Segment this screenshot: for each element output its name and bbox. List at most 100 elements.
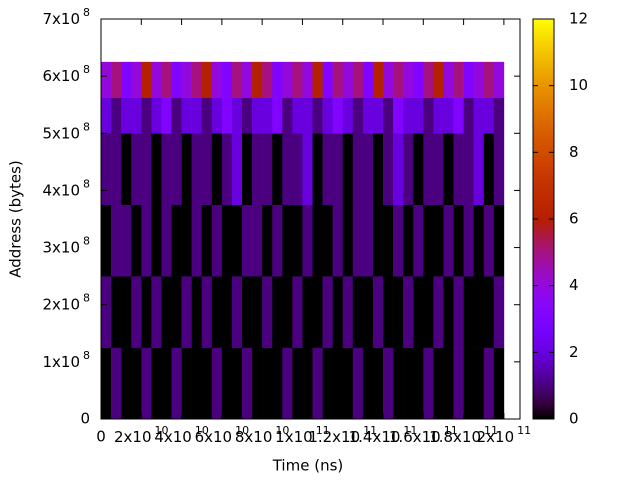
heat-cell [111, 204, 122, 277]
heatmap [101, 61, 505, 420]
heat-cell [111, 61, 122, 98]
heat-cell [231, 204, 243, 277]
heat-cell [121, 347, 132, 420]
tick-exponent: 8 [83, 235, 90, 248]
tick-mantissa: 1x10 [275, 428, 313, 446]
heat-cell [342, 204, 354, 277]
heat-cell [302, 276, 313, 348]
heat-cell [262, 61, 273, 98]
heat-cell [211, 97, 223, 134]
heat-cell [352, 61, 364, 98]
heat-cell [483, 347, 495, 420]
heat-cell [161, 97, 172, 134]
heat-cell [201, 204, 213, 277]
heat-cell [171, 204, 182, 277]
heat-cell [302, 204, 313, 277]
heat-cell [242, 97, 253, 134]
heat-cell [493, 61, 505, 98]
heat-cell [211, 61, 223, 98]
heat-cell [262, 133, 273, 206]
heat-cell [483, 61, 495, 98]
heat-cell [121, 97, 132, 134]
tick-exponent: 11 [484, 424, 498, 437]
heat-cell [413, 276, 424, 348]
heat-cell [302, 133, 313, 206]
heat-cell [352, 97, 364, 134]
x-tick-label: 8x10 10 [235, 424, 290, 446]
heat-cell [221, 133, 233, 206]
tick-mantissa: 2x10 [477, 428, 515, 446]
heat-cell [372, 133, 384, 206]
heat-cell [443, 204, 454, 277]
tick-mantissa: 1.6x10 [389, 428, 441, 446]
heat-cell [393, 204, 404, 277]
heat-cell [282, 97, 293, 134]
colorbar-tick-label: 2 [569, 343, 579, 361]
heat-cell [403, 97, 414, 134]
y-tick-label: 6x10 8 [42, 63, 90, 85]
heat-cell [342, 61, 354, 98]
tick-exponent: 8 [83, 177, 90, 190]
tick-exponent: 10 [195, 424, 209, 437]
heat-cell [171, 347, 182, 420]
heat-cell [393, 347, 404, 420]
colorbar-tick-label: 12 [569, 10, 588, 28]
x-tick-label: 6x10 10 [195, 424, 250, 446]
heat-cell [171, 133, 182, 206]
heat-cell [191, 61, 203, 98]
heat-cell [453, 61, 464, 98]
tick-mantissa: 8x10 [235, 428, 273, 446]
heat-cell [443, 276, 454, 348]
heat-cell [231, 61, 243, 98]
heat-cell [121, 204, 132, 277]
heat-cell [312, 97, 323, 134]
heat-cell [473, 204, 485, 277]
heat-cell [403, 276, 414, 348]
heat-cell [362, 97, 374, 134]
heat-cell [221, 204, 233, 277]
heat-cell [332, 133, 344, 206]
heat-cell [252, 204, 263, 277]
heat-cell [453, 347, 464, 420]
heat-cell [121, 276, 132, 348]
heat-cell [302, 97, 313, 134]
heat-cell [201, 97, 213, 134]
heat-cell [453, 133, 464, 206]
heat-cell [443, 61, 454, 98]
heat-cell [111, 97, 122, 134]
tick-mantissa: 3x10 [42, 238, 80, 256]
heat-cell [272, 61, 283, 98]
heat-cell [191, 204, 203, 277]
heat-cell [413, 97, 424, 134]
heat-cell [423, 347, 434, 420]
heat-cell [282, 276, 293, 348]
heat-cell [171, 61, 182, 98]
heat-cell [131, 204, 142, 277]
y-tick-label: 5x10 8 [42, 120, 90, 142]
heat-cell [101, 276, 112, 348]
heat-cell [322, 97, 333, 134]
heat-cell [362, 61, 374, 98]
heat-cell [131, 61, 142, 98]
tick-exponent: 10 [275, 424, 289, 437]
heat-cell [423, 276, 434, 348]
heat-cell [312, 204, 323, 277]
heat-cell [393, 276, 404, 348]
x-tick-label: 2x10 11 [477, 424, 532, 446]
heat-cell [161, 204, 172, 277]
tick-mantissa: 5x10 [42, 124, 80, 142]
x-tick-label: 1x10 11 [275, 424, 330, 446]
heat-cell [342, 276, 354, 348]
heat-cell [272, 276, 283, 348]
tick-exponent: 8 [83, 120, 90, 133]
heat-cell [141, 347, 152, 420]
colorbar-tick-label: 10 [569, 76, 588, 94]
heat-cell [252, 61, 263, 98]
heat-cell [312, 276, 323, 348]
heat-cell [332, 347, 344, 420]
heat-cell [453, 204, 464, 277]
heat-cell [262, 347, 273, 420]
heat-cell [282, 204, 293, 277]
plot-frame [100, 18, 521, 420]
heat-cell [372, 97, 384, 134]
